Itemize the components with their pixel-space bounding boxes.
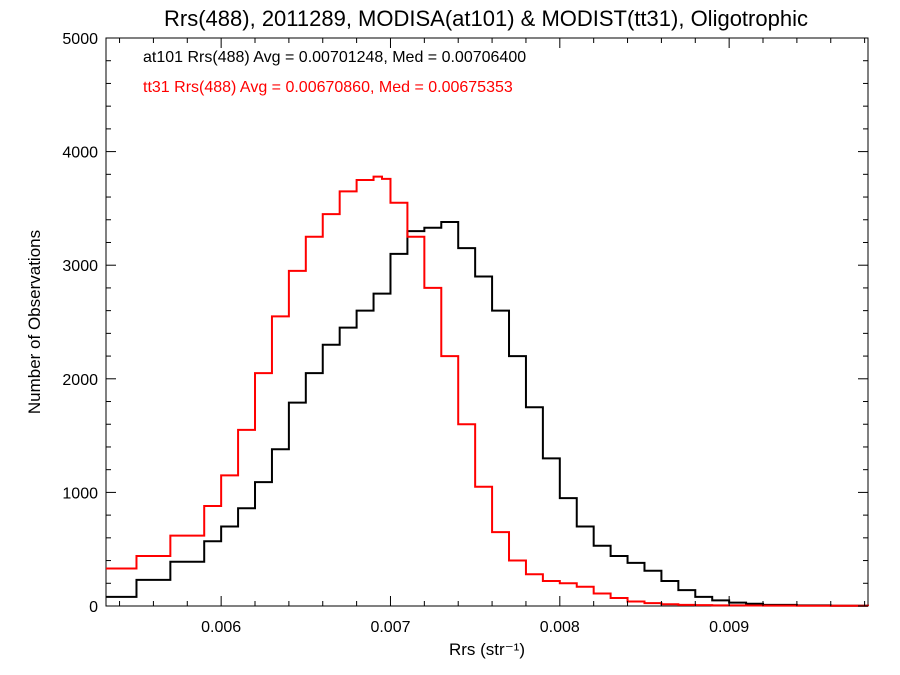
y-axis: 0 1000 2000 3000 4000 5000 xyxy=(62,31,868,616)
series-group xyxy=(106,175,869,607)
x-tick-label: 0.009 xyxy=(709,619,749,636)
legend-entry-tt31: tt31 Rrs(488) Avg = 0.00670860, Med = 0.… xyxy=(143,79,513,96)
x-tick-label: 0.008 xyxy=(540,619,580,636)
series-line-0 xyxy=(106,221,869,607)
y-tick-label: 3000 xyxy=(62,258,98,275)
y-tick-label: 0 xyxy=(89,599,98,616)
x-tick-label: 0.007 xyxy=(370,619,410,636)
plot-frame xyxy=(105,37,869,607)
y-axis-label: Number of Observations xyxy=(25,230,44,414)
x-tick-label: 0.006 xyxy=(201,619,241,636)
legend-entry-at101: at101 Rrs(488) Avg = 0.00701248, Med = 0… xyxy=(143,49,526,66)
x-axis: 0.006 0.007 0.008 0.009 xyxy=(119,38,866,636)
y-tick-label: 2000 xyxy=(62,372,98,389)
chart-title: Rrs(488), 2011289, MODISA(at101) & MODIS… xyxy=(164,6,808,31)
x-axis-label: Rrs (str⁻¹) xyxy=(449,640,525,659)
y-tick-label: 5000 xyxy=(62,31,98,48)
y-tick-label: 1000 xyxy=(62,485,98,502)
y-tick-label: 4000 xyxy=(62,145,98,162)
